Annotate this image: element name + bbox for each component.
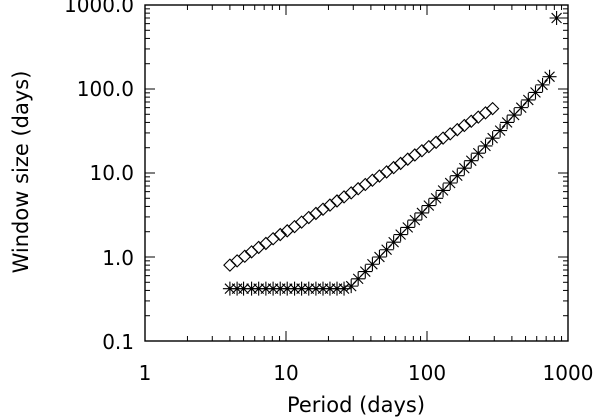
diamond-point <box>259 236 273 251</box>
asterisk-point <box>358 264 373 279</box>
diamond-point <box>393 156 408 171</box>
diamond-point <box>330 194 344 208</box>
y-tick-label: 0.1 <box>102 330 134 354</box>
diamond-point <box>301 210 316 225</box>
asterisk-point <box>457 161 472 176</box>
asterisk-point <box>308 281 323 296</box>
asterisk-point <box>365 257 380 272</box>
diamond-point <box>436 131 450 145</box>
diamond-point <box>244 245 259 259</box>
asterisk-point <box>251 281 266 296</box>
asterisk-point <box>337 281 352 296</box>
asterisk-point <box>493 123 508 138</box>
diamond-point <box>358 177 373 192</box>
x-tick-label: 1 <box>139 361 152 385</box>
asterisk-point <box>464 153 479 168</box>
asterisk-point <box>450 168 465 183</box>
diamond-point <box>309 206 323 221</box>
diamond-point <box>294 215 309 229</box>
diamond-point <box>478 106 493 120</box>
asterisk-point <box>421 198 436 213</box>
asterisk-point <box>344 279 359 294</box>
diamond-point <box>351 181 365 196</box>
asterisk-point <box>287 281 302 296</box>
asterisk-point <box>280 281 295 296</box>
diamond-point <box>457 118 472 133</box>
asterisk-point <box>386 235 401 250</box>
asterisk-point <box>351 271 366 286</box>
y-axis: 0.1 1.0 10.0 100.0 1000.0 <box>64 0 134 354</box>
diamond-point <box>223 258 237 272</box>
diamond-point <box>230 254 244 268</box>
plot-frame <box>144 4 569 342</box>
asterisk-point <box>507 108 522 123</box>
asterisk-point <box>500 115 515 130</box>
diamond-point <box>400 152 415 166</box>
asterisk-point <box>258 281 273 296</box>
plot-border <box>144 4 569 342</box>
asterisk-point <box>407 213 422 228</box>
diamond-point <box>429 135 443 150</box>
asterisk-point <box>330 281 345 296</box>
diamond-point <box>316 202 330 217</box>
asterisk-point <box>485 131 500 146</box>
y-tick-label: 1000.0 <box>64 0 134 17</box>
diamond-point <box>266 231 280 246</box>
asterisk-point <box>471 146 486 161</box>
asterisk-point <box>549 11 564 26</box>
diamond-point <box>287 219 302 234</box>
diamond-point <box>344 186 358 200</box>
asterisk-point <box>514 100 529 115</box>
diamond-point <box>337 190 351 204</box>
diamond-point <box>386 160 401 175</box>
y-axis-title: Window size (days) <box>9 71 33 274</box>
diamond-point <box>237 249 252 264</box>
diamond-point <box>251 240 266 255</box>
asterisk-point <box>400 220 415 235</box>
asterisk-point <box>542 69 557 84</box>
x-tick-label: 10 <box>273 361 298 385</box>
asterisk-point <box>443 176 458 191</box>
asterisk-point <box>414 205 429 220</box>
asterisk-point <box>379 242 394 257</box>
asterisk-point <box>393 227 408 242</box>
diamond-point <box>408 148 422 162</box>
data-marks <box>222 11 564 296</box>
diamond-point <box>464 114 479 129</box>
asterisk-point <box>521 92 536 107</box>
diamond-point <box>471 110 486 124</box>
asterisk-point <box>222 281 237 296</box>
x-axis-title: Period (days) <box>287 393 425 417</box>
asterisk-point <box>372 250 387 264</box>
asterisk-point <box>436 183 451 198</box>
y-tick-label: 100.0 <box>77 77 134 101</box>
diamond-point <box>443 127 457 141</box>
asterisk-point <box>322 281 337 296</box>
asterisk-point <box>294 281 309 296</box>
diamond-point <box>273 227 288 242</box>
diamond-point <box>372 169 387 183</box>
asterisk-point <box>266 281 281 296</box>
asterisk-point <box>478 138 493 153</box>
asterisk-point <box>429 191 444 206</box>
asterisk-point <box>244 281 259 296</box>
diamond-point <box>379 165 394 179</box>
y-tick-label: 10.0 <box>89 161 134 185</box>
diamond-point <box>422 139 436 154</box>
diamond-point <box>323 198 337 212</box>
diamond-point <box>450 122 465 137</box>
y-tick-label: 1.0 <box>102 246 134 270</box>
asterisk-point <box>535 77 550 92</box>
asterisk-point <box>301 281 316 296</box>
x-tick-label: 1000 <box>543 361 594 385</box>
diamond-point <box>485 101 500 116</box>
diamond-point <box>415 143 429 158</box>
x-axis: 1 10 100 1000 <box>139 361 594 385</box>
diamond-point <box>365 173 380 188</box>
asterisk-point <box>528 85 543 100</box>
asterisk-point <box>236 281 251 296</box>
x-tick-label: 100 <box>408 361 446 385</box>
